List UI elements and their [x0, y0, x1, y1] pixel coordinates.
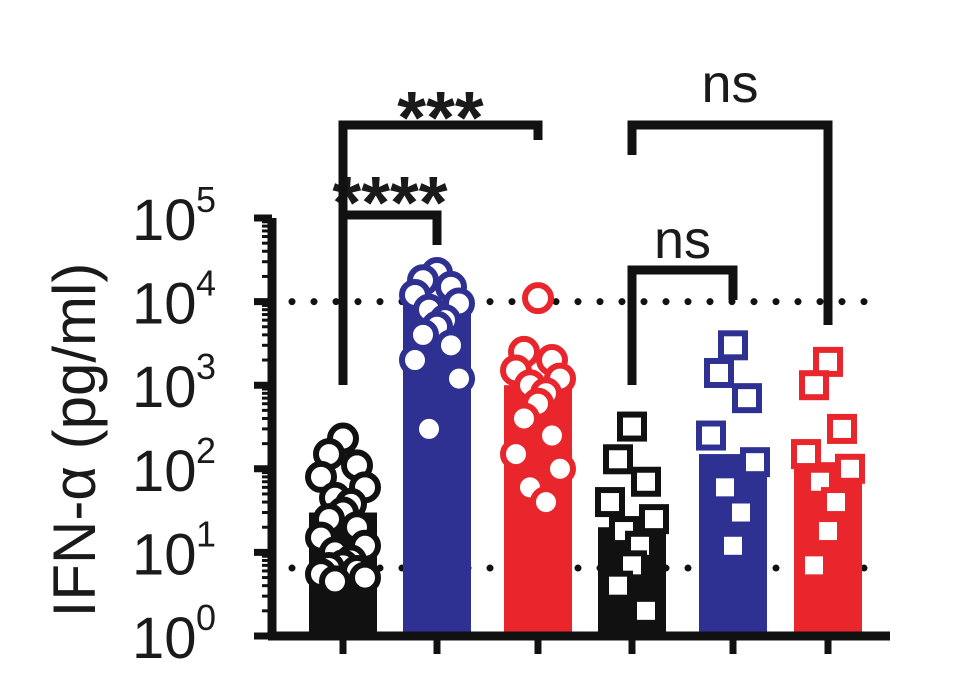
y-tick-exponent: 0: [196, 597, 216, 638]
significance-label: ***: [397, 76, 484, 159]
y-tick-exponent: 5: [196, 179, 216, 220]
significance-bracket: [627, 265, 738, 385]
data-point: [544, 452, 576, 485]
data-point: [319, 565, 351, 598]
data-point: [718, 330, 748, 361]
data-point: [595, 487, 625, 518]
y-tick-exponent: 2: [196, 430, 216, 471]
data-point: [799, 550, 829, 581]
significance-bracket: [338, 210, 442, 385]
data-point: [536, 419, 568, 452]
data-point: [508, 402, 540, 435]
data-points: [305, 256, 865, 626]
data-point: [305, 460, 337, 493]
data-point: [799, 370, 829, 401]
y-axis: [254, 214, 890, 641]
data-point: [500, 438, 532, 471]
significance-brackets: ******* ns ns: [332, 54, 833, 385]
data-point: [732, 383, 762, 414]
significance-label: ****: [332, 161, 447, 244]
data-point: [603, 570, 633, 601]
x-ticks: [339, 636, 832, 654]
data-point: [821, 487, 851, 518]
data-point: [603, 444, 633, 475]
data-point: [631, 595, 661, 626]
significance-label: ns: [701, 54, 758, 114]
data-point: [617, 411, 647, 442]
data-point: [399, 344, 431, 377]
y-tick-label: 10: [132, 355, 197, 420]
y-tick-exponent: 4: [196, 263, 216, 304]
y-tick-label: 10: [132, 522, 197, 587]
data-point: [530, 486, 562, 519]
data-point: [639, 504, 669, 535]
data-point: [835, 453, 865, 484]
y-tick-label: 10: [132, 272, 197, 337]
y-tick-label: 10: [132, 188, 197, 253]
data-point: [813, 516, 843, 547]
data-point: [805, 466, 835, 497]
data-point: [413, 412, 445, 445]
data-point: [827, 413, 857, 444]
data-point: [631, 466, 661, 497]
data-point: [349, 561, 381, 594]
y-tick-label: 10: [132, 606, 197, 671]
significance-bracket: [338, 120, 543, 240]
data-point: [407, 318, 439, 351]
data-point: [696, 420, 726, 451]
significance-label: ns: [654, 210, 711, 270]
data-point: [522, 282, 554, 315]
y-axis-label: IFN-α (pg/ml): [41, 263, 108, 618]
data-point: [726, 497, 756, 528]
bars: [309, 305, 862, 636]
data-point: [443, 362, 475, 395]
data-point: [435, 329, 467, 362]
data-point: [710, 472, 740, 503]
y-tick-label: 10: [132, 439, 197, 504]
significance-bracket: [627, 120, 833, 325]
data-point: [740, 447, 770, 478]
y-tick-exponent: 1: [196, 513, 216, 554]
y-tick-exponent: 3: [196, 346, 216, 387]
data-point: [791, 439, 821, 470]
data-point: [718, 530, 748, 561]
data-point: [704, 357, 734, 388]
